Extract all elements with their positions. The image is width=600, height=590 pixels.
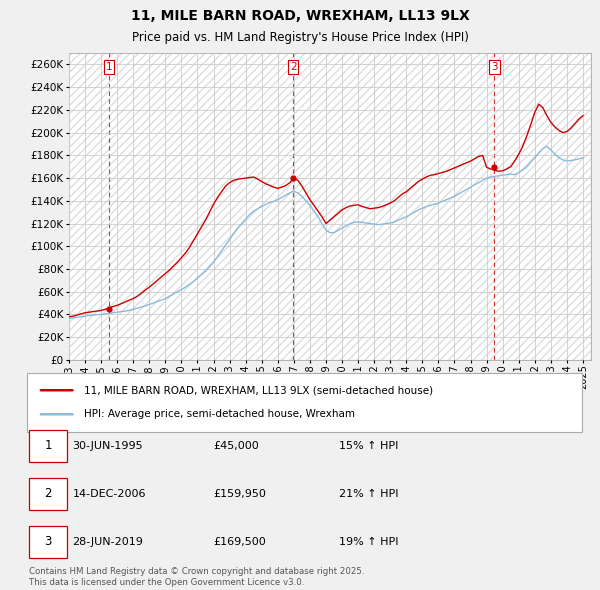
Text: 30-JUN-1995: 30-JUN-1995 — [73, 441, 143, 451]
Text: 11, MILE BARN ROAD, WREXHAM, LL13 9LX: 11, MILE BARN ROAD, WREXHAM, LL13 9LX — [131, 9, 469, 23]
Text: 1: 1 — [44, 440, 52, 453]
Text: HPI: Average price, semi-detached house, Wrexham: HPI: Average price, semi-detached house,… — [84, 409, 355, 419]
Text: 11, MILE BARN ROAD, WREXHAM, LL13 9LX (semi-detached house): 11, MILE BARN ROAD, WREXHAM, LL13 9LX (s… — [84, 385, 433, 395]
Text: 2: 2 — [44, 487, 52, 500]
Text: £169,500: £169,500 — [213, 537, 266, 547]
FancyBboxPatch shape — [26, 373, 583, 432]
Text: 14-DEC-2006: 14-DEC-2006 — [73, 489, 146, 499]
Text: 1: 1 — [106, 62, 112, 72]
FancyBboxPatch shape — [29, 477, 67, 510]
Text: Price paid vs. HM Land Registry's House Price Index (HPI): Price paid vs. HM Land Registry's House … — [131, 31, 469, 44]
Text: 21% ↑ HPI: 21% ↑ HPI — [339, 489, 398, 499]
Text: £45,000: £45,000 — [213, 441, 259, 451]
Text: 15% ↑ HPI: 15% ↑ HPI — [339, 441, 398, 451]
Text: Contains HM Land Registry data © Crown copyright and database right 2025.
This d: Contains HM Land Registry data © Crown c… — [29, 566, 365, 587]
Text: 28-JUN-2019: 28-JUN-2019 — [73, 537, 143, 547]
Text: £159,950: £159,950 — [213, 489, 266, 499]
FancyBboxPatch shape — [29, 526, 67, 558]
Text: 3: 3 — [491, 62, 498, 72]
Text: 3: 3 — [44, 536, 52, 549]
Text: 19% ↑ HPI: 19% ↑ HPI — [339, 537, 398, 547]
FancyBboxPatch shape — [29, 430, 67, 463]
Text: 2: 2 — [290, 62, 296, 72]
